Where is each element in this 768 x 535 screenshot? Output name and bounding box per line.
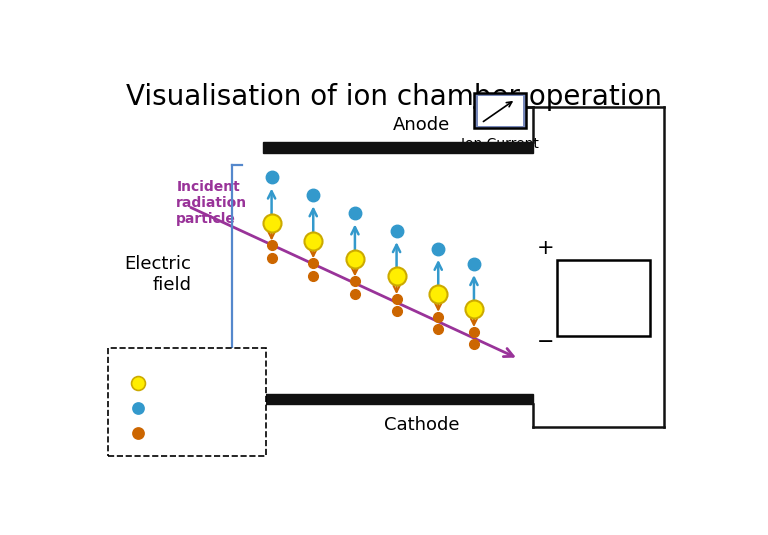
Text: Ion Current: Ion Current: [462, 137, 539, 151]
Text: +: +: [537, 238, 554, 257]
Bar: [474, 93, 526, 128]
Bar: [263, 394, 534, 404]
Text: Ionisation event: Ionisation event: [153, 377, 264, 391]
Text: Electric
field: Electric field: [124, 255, 191, 294]
Bar: [478, 96, 523, 126]
Text: −: −: [537, 332, 554, 352]
Text: DC Voltage
Source: DC Voltage Source: [558, 279, 650, 317]
Text: Visualisation of ion chamber operation: Visualisation of ion chamber operation: [126, 83, 661, 111]
Text: Incident
radiation
particle: Incident radiation particle: [177, 180, 247, 226]
Text: Electron: Electron: [153, 401, 210, 415]
Bar: [108, 348, 266, 456]
Text: Cathode: Cathode: [384, 416, 459, 434]
Text: Key: Key: [116, 356, 148, 371]
Text: Anode: Anode: [393, 116, 451, 134]
Bar: [558, 260, 650, 336]
Text: +Ve ion: +Ve ion: [153, 426, 207, 440]
Bar: [263, 142, 534, 153]
